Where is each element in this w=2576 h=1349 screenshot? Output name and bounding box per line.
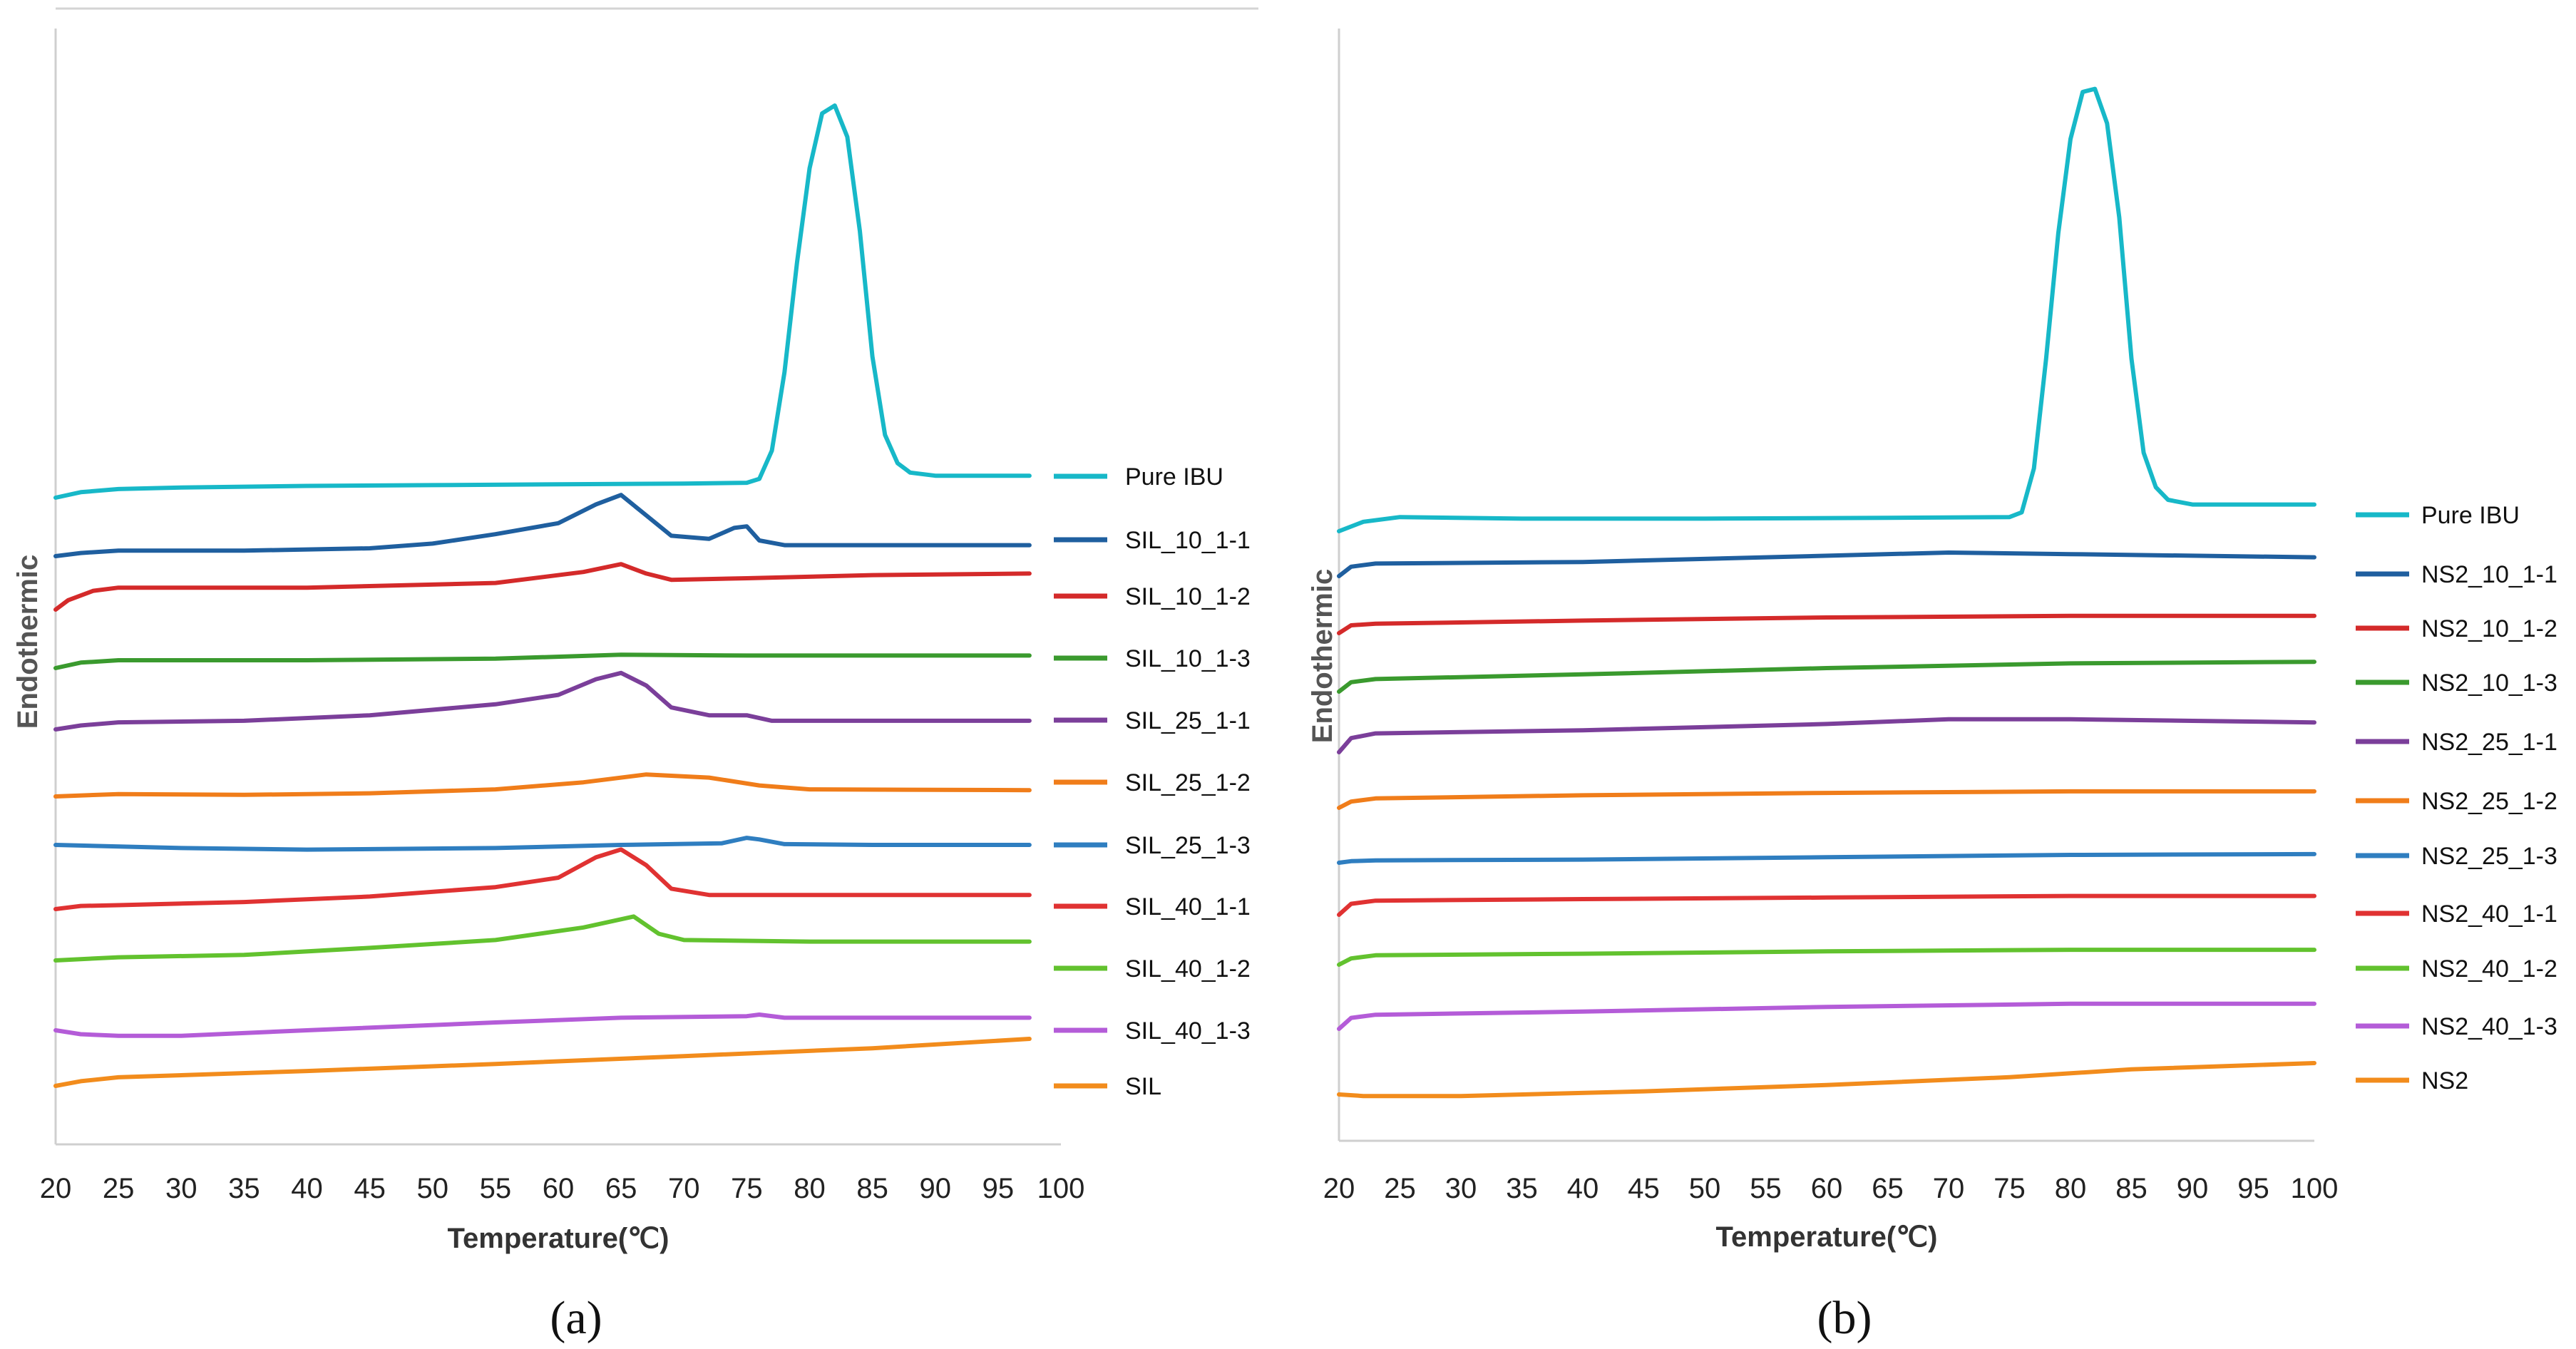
x-axis-label: Temperature(℃): [1716, 1221, 1938, 1253]
series-line-ns2: [1337, 1061, 2316, 1099]
x-tick-label: 55: [1750, 1173, 1782, 1204]
series-line-ns2-25-1-3: [1337, 851, 2316, 865]
x-tick-label: 60: [1811, 1173, 1843, 1204]
dsc-chart-a: 20 25 30 35 40 45 50 55 60 65 70 75 80 85 90 95 100 Tempe…: [12, 7, 1258, 1344]
x-axis-label: Temperature(℃): [448, 1223, 669, 1254]
series-line-sil-40-1-3: [53, 1012, 1032, 1038]
series-line-ns2-40-1-1: [1337, 893, 2316, 917]
legend-label: NS2_25_1-1: [2421, 729, 2557, 756]
x-tick-label: 60: [543, 1173, 575, 1204]
legend-label: SIL_40_1-2: [1125, 955, 1251, 983]
x-tick-label: 35: [1506, 1173, 1538, 1204]
x-tick-label: 50: [417, 1173, 449, 1204]
x-tick-label: 30: [1445, 1173, 1477, 1204]
x-tick-label: 100: [1037, 1173, 1085, 1204]
legend-label: NS2_40_1-2: [2421, 955, 2557, 983]
legend-label: NS2_25_1-2: [2421, 788, 2557, 815]
panel-caption: (a): [550, 1292, 602, 1344]
x-tick-label: 85: [2115, 1173, 2147, 1204]
y-axis-label: Endothermic: [12, 555, 43, 729]
x-tick-label: 85: [856, 1173, 888, 1204]
x-tick-label: 70: [1933, 1173, 1965, 1204]
series-line-ns2-25-1-2: [1337, 789, 2316, 810]
x-tick-label: 40: [1567, 1173, 1599, 1204]
series-line-sil-25-1-2: [53, 772, 1032, 799]
series-line-sil-40-1-2: [53, 914, 1032, 963]
legend-label: NS2_10_1-1: [2421, 561, 2557, 588]
x-tick-label: 90: [2177, 1173, 2209, 1204]
series-line-ns2-40-1-3: [1337, 1001, 2316, 1031]
legend-label: NS2: [2421, 1067, 2468, 1094]
series-line-pure-ibu: [53, 103, 1032, 500]
legend-label: SIL: [1125, 1073, 1161, 1100]
legend-label: NS2_10_1-3: [2421, 670, 2557, 697]
legend-label: SIL_25_1-1: [1125, 707, 1251, 734]
legend-label: NS2_25_1-3: [2421, 843, 2557, 870]
dsc-chart-b: 20 25 30 35 40 45 50 55 60 65 70 75 80 85 90 95 100 Tempe…: [1307, 29, 2557, 1344]
x-tick-label: 70: [668, 1173, 700, 1204]
series-line-ns2-10-1-1: [1337, 550, 2316, 578]
legend-label: NS2_40_1-3: [2421, 1013, 2557, 1040]
legend-label: SIL_25_1-2: [1125, 769, 1251, 796]
x-tick-label: 40: [291, 1173, 323, 1204]
y-axis-label: Endothermic: [1307, 569, 1338, 743]
x-tick-label: 90: [920, 1173, 952, 1204]
x-tick-label: 75: [1993, 1173, 2026, 1204]
legend-label: NS2_40_1-1: [2421, 901, 2557, 928]
series-line-sil-25-1-3: [53, 836, 1032, 852]
legend-label: SIL_40_1-3: [1125, 1017, 1251, 1045]
series-line-ns2-40-1-2: [1337, 948, 2316, 967]
x-tick-label: 25: [103, 1173, 135, 1204]
x-tick-label: 75: [731, 1173, 763, 1204]
legend-label: SIL_10_1-2: [1125, 583, 1251, 610]
series-line-sil-25-1-1: [53, 670, 1032, 732]
series-line-sil-10-1-1: [53, 493, 1032, 558]
x-tick-label: 45: [354, 1173, 386, 1204]
x-tick-label: 80: [794, 1173, 826, 1204]
x-tick-label: 95: [2237, 1173, 2269, 1204]
panel-b: 20 25 30 35 40 45 50 55 60 65 70 75 80 85 90 95 100 Tempe…: [1288, 0, 2576, 1349]
series-line-sil-10-1-3: [53, 652, 1032, 670]
x-tick-label: 35: [228, 1173, 260, 1204]
x-tick-label: 95: [982, 1173, 1015, 1204]
series-line-ns2-10-1-2: [1337, 613, 2316, 635]
panel-a: 20 25 30 35 40 45 50 55 60 65 70 75 80 85 90 95 100 Tempe…: [12, 7, 1258, 1344]
series-line-pure-ibu: [1337, 86, 2316, 533]
legend-label: Pure IBU: [2421, 502, 2520, 529]
x-tick-label: 55: [480, 1173, 512, 1204]
legend-label: SIL_40_1-1: [1125, 893, 1251, 920]
x-tick-label: 30: [165, 1173, 197, 1204]
legend-label: SIL_10_1-1: [1125, 527, 1251, 554]
panel-caption: (b): [1817, 1292, 1872, 1344]
x-tick-label: 45: [1628, 1173, 1660, 1204]
x-tick-label: 65: [1872, 1173, 1904, 1204]
legend-label: NS2_10_1-2: [2421, 615, 2557, 642]
series-line-ns2-10-1-3: [1337, 660, 2316, 694]
x-tick-label: 25: [1384, 1173, 1416, 1204]
series-line-sil-40-1-1: [53, 847, 1032, 911]
series-line-ns2-25-1-1: [1337, 717, 2316, 754]
x-tick-label: 100: [2291, 1173, 2339, 1204]
legend-label: SIL_10_1-3: [1125, 645, 1251, 672]
series-line-sil: [53, 1037, 1032, 1088]
x-tick-label: 65: [605, 1173, 637, 1204]
x-tick-label: 20: [1323, 1173, 1355, 1204]
x-tick-label: 50: [1689, 1173, 1721, 1204]
series-line-sil-10-1-2: [53, 562, 1032, 612]
legend-label: SIL_25_1-3: [1125, 832, 1251, 859]
x-tick-label: 80: [2055, 1173, 2087, 1204]
legend-label: Pure IBU: [1125, 463, 1223, 491]
x-tick-label: 20: [40, 1173, 72, 1204]
